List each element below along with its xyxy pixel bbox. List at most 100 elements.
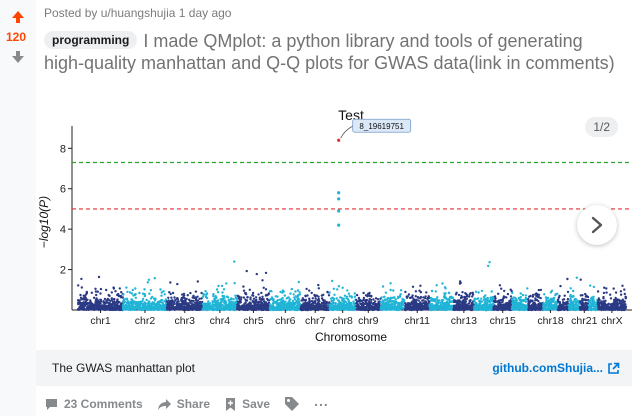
data-point [283, 294, 286, 297]
data-point [216, 291, 220, 294]
data-point [194, 308, 197, 311]
data-point [336, 307, 340, 311]
data-point [548, 298, 551, 302]
data-point [284, 303, 288, 306]
data-point [459, 296, 463, 300]
data-point [317, 283, 320, 287]
data-point [510, 306, 514, 309]
data-point [473, 300, 476, 303]
data-point [575, 300, 578, 304]
data-point [112, 286, 115, 289]
data-point [555, 300, 558, 303]
data-point [404, 290, 407, 294]
data-point [308, 299, 311, 302]
data-point [220, 298, 223, 301]
data-point [486, 305, 489, 308]
data-point [469, 304, 472, 307]
data-point [300, 304, 303, 307]
data-point [301, 308, 305, 311]
data-point [117, 300, 120, 303]
data-point [451, 296, 455, 300]
data-point [342, 306, 346, 309]
data-point [489, 296, 492, 299]
data-point [152, 297, 156, 300]
data-point [468, 293, 471, 296]
data-point [310, 305, 313, 308]
data-point [293, 298, 297, 301]
data-point [417, 306, 420, 309]
data-point [245, 305, 248, 308]
data-point [121, 305, 125, 308]
data-point [448, 291, 451, 295]
data-point [527, 301, 531, 304]
x-tick-label: chr11 [404, 315, 430, 327]
data-point [223, 306, 226, 309]
data-point [225, 282, 228, 285]
data-point [537, 293, 541, 296]
data-point [248, 307, 251, 310]
x-tick-label: chr2 [135, 315, 156, 327]
data-point [111, 303, 114, 306]
data-point [116, 306, 120, 309]
data-point [125, 286, 128, 289]
post-flair[interactable]: programming [44, 31, 138, 49]
data-point [84, 302, 88, 305]
y-axis-label: −log10(P) [37, 196, 51, 248]
data-point [258, 296, 261, 299]
upvote-arrow-icon[interactable] [8, 8, 28, 26]
data-point [255, 298, 258, 302]
data-point [145, 298, 148, 302]
data-point [87, 302, 91, 305]
data-point [157, 307, 160, 311]
downvote-arrow-icon[interactable] [8, 48, 28, 66]
data-point [112, 307, 116, 311]
data-point [204, 295, 208, 299]
data-point [565, 307, 568, 310]
data-point [623, 307, 626, 310]
data-point [237, 297, 241, 300]
data-point [293, 308, 296, 311]
data-point [175, 301, 179, 304]
post-title[interactable]: I made QMplot: a python library and tool… [44, 31, 615, 73]
data-point [308, 297, 311, 300]
data-point [519, 292, 522, 295]
data-point [80, 277, 83, 281]
y-tick-label: 6 [60, 184, 66, 196]
data-point [190, 305, 193, 308]
data-point [102, 306, 106, 309]
data-point [594, 307, 597, 310]
data-point [383, 298, 387, 302]
data-point [134, 287, 137, 290]
gallery-counter: 1/2 [585, 117, 618, 137]
data-point [243, 308, 247, 311]
data-point [222, 288, 226, 291]
image-gallery[interactable]: 2 4 6 8 Test −log10(P) Chromosome 8_19619751 chr… [36, 104, 632, 350]
data-point [419, 297, 422, 300]
data-point [391, 296, 394, 299]
data-point [619, 306, 623, 309]
data-point [534, 297, 537, 300]
data-point [447, 306, 450, 309]
data-point [260, 291, 263, 295]
data-point [503, 308, 506, 311]
data-point [275, 300, 278, 303]
data-point [190, 302, 193, 305]
data-point [592, 297, 595, 301]
data-point [341, 286, 344, 289]
data-point [296, 301, 299, 304]
data-point [572, 300, 576, 303]
data-point [421, 299, 424, 302]
data-point [361, 308, 364, 311]
data-point [301, 297, 304, 300]
data-point [237, 300, 241, 303]
data-point [225, 303, 229, 307]
next-image-button[interactable] [577, 205, 617, 245]
data-point [453, 308, 457, 311]
data-point [350, 301, 353, 305]
data-point [440, 303, 443, 307]
post-title-block[interactable]: programming I made QMplot: a python libra… [44, 30, 624, 74]
data-point [78, 308, 81, 311]
data-point [228, 308, 232, 312]
data-point [432, 304, 436, 308]
data-point [488, 261, 491, 264]
